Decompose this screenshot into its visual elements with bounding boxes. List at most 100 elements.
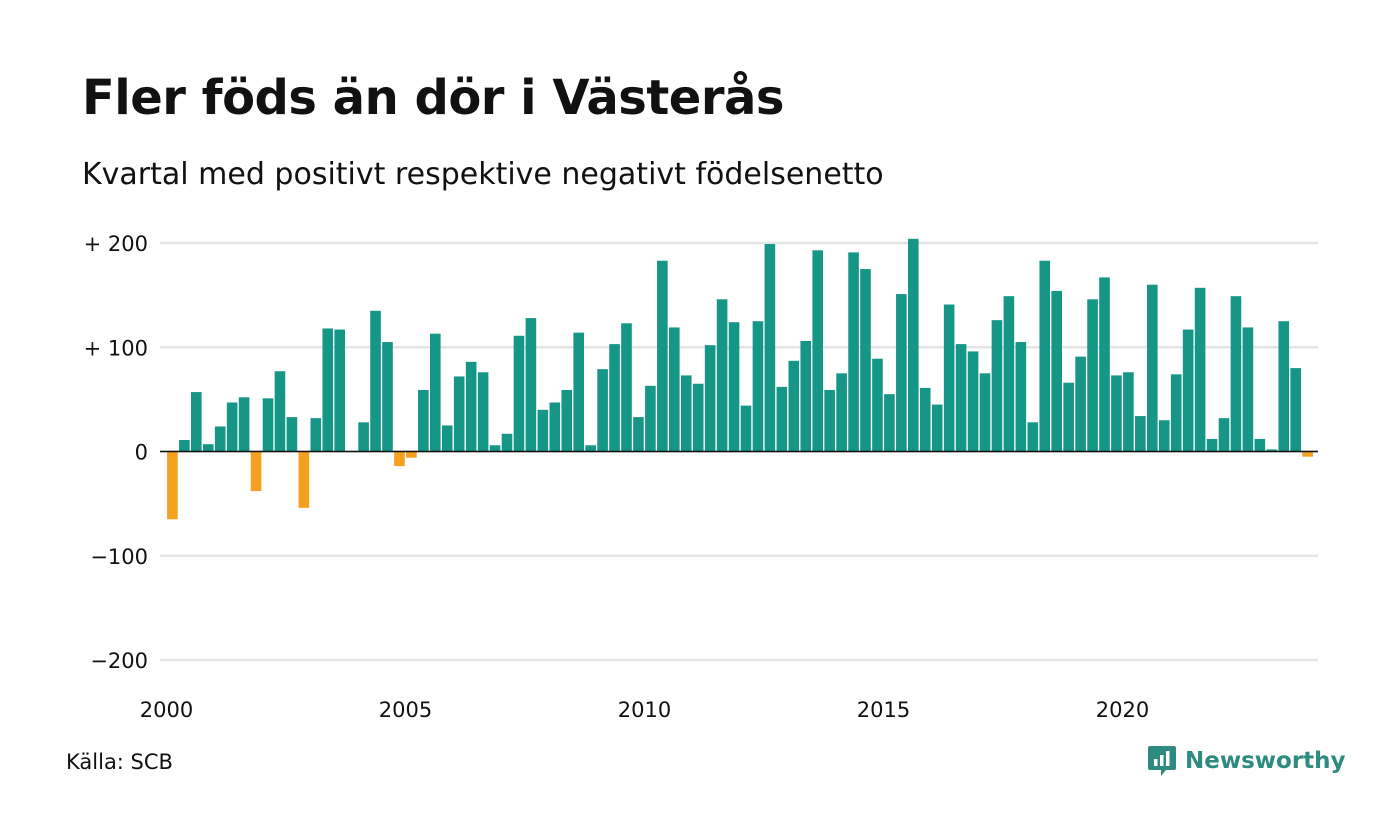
x-tick-label: 2005 xyxy=(379,698,432,722)
bar xyxy=(800,341,812,452)
bar xyxy=(1230,296,1242,452)
y-tick-label: −200 xyxy=(90,649,148,673)
bar xyxy=(525,318,537,452)
bar xyxy=(1170,374,1182,452)
bar xyxy=(1099,277,1110,452)
bar xyxy=(465,361,477,452)
bar xyxy=(1015,342,1027,452)
bar xyxy=(824,389,835,452)
bar xyxy=(860,269,871,452)
bar xyxy=(1003,296,1015,452)
bar xyxy=(1063,382,1074,452)
bar xyxy=(848,252,859,452)
bar xyxy=(286,417,298,452)
chart-title: Fler föds än dör i Västerås xyxy=(82,70,784,126)
bar xyxy=(238,397,250,452)
newsworthy-logo-text: Newsworthy xyxy=(1185,748,1346,774)
bar xyxy=(872,358,883,452)
bar xyxy=(1111,375,1122,452)
bar xyxy=(549,402,561,452)
bar xyxy=(1123,372,1134,452)
bar xyxy=(1087,299,1098,452)
bar xyxy=(621,323,632,452)
bar xyxy=(430,333,441,452)
bar xyxy=(776,386,788,452)
x-axis-labels: 2000 2005 2010 2015 2020 xyxy=(140,698,1149,722)
bar xyxy=(537,409,549,452)
bar xyxy=(716,299,728,452)
bar xyxy=(991,320,1003,452)
bar xyxy=(728,322,740,452)
bar xyxy=(788,360,800,452)
bar xyxy=(394,451,405,467)
bar xyxy=(513,335,525,452)
bar xyxy=(358,422,369,452)
bar xyxy=(382,342,393,452)
bar xyxy=(884,394,895,452)
bar xyxy=(764,244,776,452)
chart-subtitle: Kvartal med positivt respektive negativt… xyxy=(82,157,884,192)
bar xyxy=(1027,422,1039,452)
y-tick-label: 0 xyxy=(135,441,148,465)
bar xyxy=(1266,449,1278,452)
bar xyxy=(931,404,943,452)
y-tick-label: −100 xyxy=(90,545,148,569)
bar xyxy=(1182,329,1194,452)
bar xyxy=(298,451,310,508)
bar xyxy=(740,405,752,452)
bar xyxy=(453,376,465,452)
bar xyxy=(406,451,417,458)
bar xyxy=(1218,418,1230,452)
bar xyxy=(609,344,620,452)
bar xyxy=(657,260,668,452)
bar xyxy=(214,426,226,452)
bar xyxy=(418,389,429,452)
bar xyxy=(561,389,573,452)
bar xyxy=(274,371,286,452)
bar xyxy=(597,369,608,452)
x-tick-label: 2000 xyxy=(140,698,193,722)
bar xyxy=(262,398,274,452)
x-tick-label: 2015 xyxy=(857,698,910,722)
bar xyxy=(573,332,584,452)
bar xyxy=(501,433,513,452)
bar xyxy=(1075,356,1086,452)
bar xyxy=(836,373,847,452)
y-axis-labels: + 200 + 100 0 −100 −200 xyxy=(84,232,148,673)
bar xyxy=(226,402,238,452)
x-tick-label: 2010 xyxy=(618,698,671,722)
bar xyxy=(1254,438,1266,452)
bar xyxy=(955,344,967,452)
bar xyxy=(979,373,991,452)
bar xyxy=(919,387,931,452)
bar xyxy=(585,445,596,452)
bar-chart: + 200 + 100 0 −100 −200 2000 2005 2010 2015 2020 xyxy=(84,232,1318,722)
newsworthy-logo-icon xyxy=(1148,746,1176,776)
bar xyxy=(334,329,345,452)
bar xyxy=(191,392,202,452)
bar xyxy=(1039,260,1051,452)
bar xyxy=(179,440,190,452)
bar xyxy=(943,304,955,452)
bar xyxy=(1194,287,1206,452)
newsworthy-logo: Newsworthy xyxy=(1147,744,1346,778)
bar xyxy=(752,321,764,452)
bar xyxy=(322,328,334,452)
bar xyxy=(680,375,692,452)
bars xyxy=(167,238,1313,520)
bar xyxy=(167,451,178,520)
bar xyxy=(812,250,823,452)
bar xyxy=(1290,368,1301,452)
bar xyxy=(489,445,501,452)
bar xyxy=(1206,438,1218,452)
bar xyxy=(202,444,214,452)
x-tick-label: 2020 xyxy=(1096,698,1149,722)
bar xyxy=(441,425,453,452)
bar xyxy=(704,345,716,452)
bar xyxy=(908,238,919,452)
bar xyxy=(669,327,680,452)
bar xyxy=(967,351,979,452)
bar xyxy=(477,372,489,452)
bar xyxy=(1158,420,1170,452)
bar xyxy=(645,385,656,452)
